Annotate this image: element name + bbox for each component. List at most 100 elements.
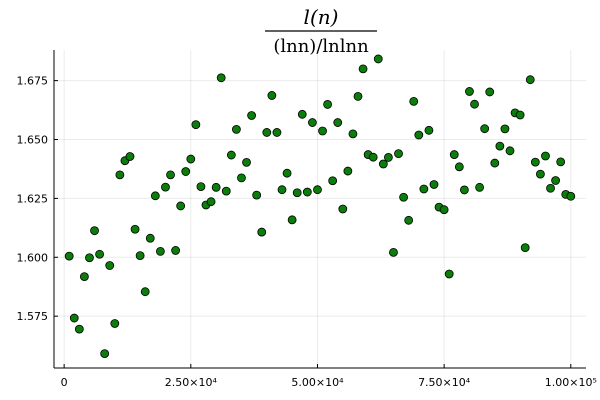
data-point <box>318 126 327 136</box>
data-point <box>145 233 155 243</box>
data-point <box>231 124 241 134</box>
x-tick-label-2: 5.00×10⁴ <box>291 376 344 389</box>
data-point <box>424 125 434 135</box>
data-point <box>150 191 160 201</box>
data-point <box>556 157 566 167</box>
data-point <box>166 170 175 180</box>
tick-labels: 0 2.50×10⁴ 5.00×10⁴ 7.50×10⁴ 1.00×10⁵ 1.575 1.… <box>17 75 597 389</box>
chart-title: l(n) (lnn)/lnlnn <box>265 5 377 57</box>
data-point <box>282 168 292 178</box>
data-point <box>85 253 94 263</box>
data-point <box>348 129 358 139</box>
data-point <box>216 73 226 83</box>
data-point <box>566 191 576 201</box>
data-point <box>211 182 221 192</box>
x-tick-label-0: 0 <box>61 376 68 389</box>
data-point <box>262 128 272 137</box>
data-point <box>343 166 353 176</box>
data-point <box>161 182 170 192</box>
data-point <box>480 124 490 134</box>
axes <box>53 50 586 369</box>
data-point <box>515 110 525 120</box>
data-point <box>470 99 479 109</box>
data-point <box>140 287 150 297</box>
data-point <box>378 159 388 169</box>
y-tick-label-3: 1.650 <box>17 134 49 147</box>
data-point <box>226 150 236 160</box>
data-point <box>155 246 165 256</box>
data-point <box>313 185 322 195</box>
data-point <box>373 54 383 64</box>
data-point <box>272 128 282 137</box>
data-point <box>454 162 464 172</box>
data-point <box>490 158 500 168</box>
data-point <box>530 157 540 167</box>
y-tick-label-0: 1.575 <box>17 310 49 323</box>
data-point <box>338 204 348 214</box>
title-numerator: l(n) <box>304 5 339 29</box>
data-point <box>465 87 474 96</box>
data-point <box>399 192 409 202</box>
data-point <box>368 152 378 162</box>
data-point <box>536 169 545 179</box>
data-point <box>495 141 505 151</box>
data-point <box>267 91 277 100</box>
data-point <box>394 149 403 159</box>
data-point <box>206 197 216 207</box>
data-point <box>110 319 120 328</box>
data-point <box>459 185 469 195</box>
data-point <box>444 269 454 279</box>
data-point <box>500 124 510 134</box>
x-tick-label-1: 2.50×10⁴ <box>165 376 218 389</box>
data-point <box>358 64 368 74</box>
data-point <box>429 180 439 189</box>
data-point <box>297 109 307 119</box>
data-point <box>191 120 201 130</box>
data-point <box>181 167 191 176</box>
data-point <box>414 130 424 140</box>
data-point <box>74 324 84 334</box>
data-point <box>404 215 414 225</box>
data-point <box>171 246 181 255</box>
data-point <box>475 182 485 192</box>
data-point <box>257 227 267 237</box>
data-points <box>64 54 576 359</box>
data-point <box>80 272 89 282</box>
data-point <box>292 188 302 198</box>
data-point <box>100 349 110 359</box>
data-point <box>520 243 530 253</box>
data-point <box>221 186 231 196</box>
data-point <box>69 313 79 323</box>
data-point <box>485 87 495 97</box>
data-point <box>525 75 535 85</box>
data-point <box>125 152 135 161</box>
data-point <box>64 251 74 261</box>
data-point <box>287 215 297 225</box>
data-point <box>302 187 312 197</box>
data-point <box>419 184 429 194</box>
x-tick-label-4: 1.00×10⁵ <box>545 376 597 389</box>
data-point <box>333 118 343 127</box>
data-point <box>449 150 459 159</box>
data-point <box>541 151 550 161</box>
y-tick-label-2: 1.625 <box>17 192 49 205</box>
data-point <box>130 224 140 234</box>
title-denominator: (lnn)/lnlnn <box>273 36 369 57</box>
data-point <box>247 111 257 120</box>
data-point <box>176 201 186 211</box>
grid <box>54 50 586 368</box>
data-point <box>551 176 560 185</box>
data-point <box>328 176 338 186</box>
data-point <box>196 182 206 192</box>
data-point <box>307 118 317 127</box>
data-point <box>505 146 515 156</box>
y-tick-label-4: 1.675 <box>17 75 49 88</box>
data-point <box>105 261 115 270</box>
data-point <box>546 183 555 193</box>
data-point <box>409 96 419 106</box>
data-point <box>237 173 246 183</box>
data-point <box>186 154 196 164</box>
data-point <box>389 247 398 257</box>
data-point <box>252 190 262 200</box>
